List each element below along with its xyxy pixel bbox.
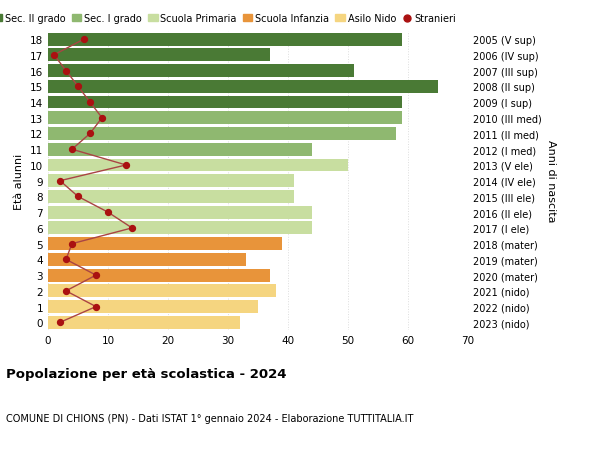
Bar <box>48 65 354 78</box>
Bar <box>48 285 276 297</box>
Bar <box>48 96 402 109</box>
Legend: Sec. II grado, Sec. I grado, Scuola Primaria, Scuola Infanzia, Asilo Nido, Stran: Sec. II grado, Sec. I grado, Scuola Prim… <box>0 10 460 28</box>
Point <box>121 162 131 169</box>
Bar <box>48 222 312 235</box>
Bar <box>48 128 396 140</box>
Point <box>127 225 137 232</box>
Point <box>49 52 59 59</box>
Bar <box>48 316 240 329</box>
Point <box>67 146 77 154</box>
Bar <box>48 253 246 266</box>
Point <box>73 84 83 91</box>
Bar <box>48 81 438 94</box>
Y-axis label: Età alunni: Età alunni <box>14 153 25 209</box>
Text: COMUNE DI CHIONS (PN) - Dati ISTAT 1° gennaio 2024 - Elaborazione TUTTITALIA.IT: COMUNE DI CHIONS (PN) - Dati ISTAT 1° ge… <box>6 413 413 423</box>
Bar <box>48 144 312 157</box>
Point <box>85 130 95 138</box>
Text: Popolazione per età scolastica - 2024: Popolazione per età scolastica - 2024 <box>6 367 287 380</box>
Point <box>55 178 65 185</box>
Bar <box>48 190 294 203</box>
Bar <box>48 269 270 282</box>
Point <box>67 241 77 248</box>
Bar <box>48 301 258 313</box>
Point <box>73 193 83 201</box>
Point <box>91 272 101 279</box>
Bar <box>48 159 348 172</box>
Bar <box>48 34 402 46</box>
Point <box>91 303 101 311</box>
Bar <box>48 175 294 188</box>
Point <box>61 68 71 75</box>
Point <box>97 115 107 122</box>
Point <box>55 319 65 326</box>
Point <box>103 209 113 216</box>
Point <box>85 99 95 106</box>
Bar <box>48 206 312 219</box>
Point <box>61 256 71 263</box>
Y-axis label: Anni di nascita: Anni di nascita <box>545 140 556 223</box>
Point <box>79 36 89 44</box>
Bar <box>48 49 270 62</box>
Point <box>61 287 71 295</box>
Bar <box>48 112 402 125</box>
Bar <box>48 238 282 251</box>
